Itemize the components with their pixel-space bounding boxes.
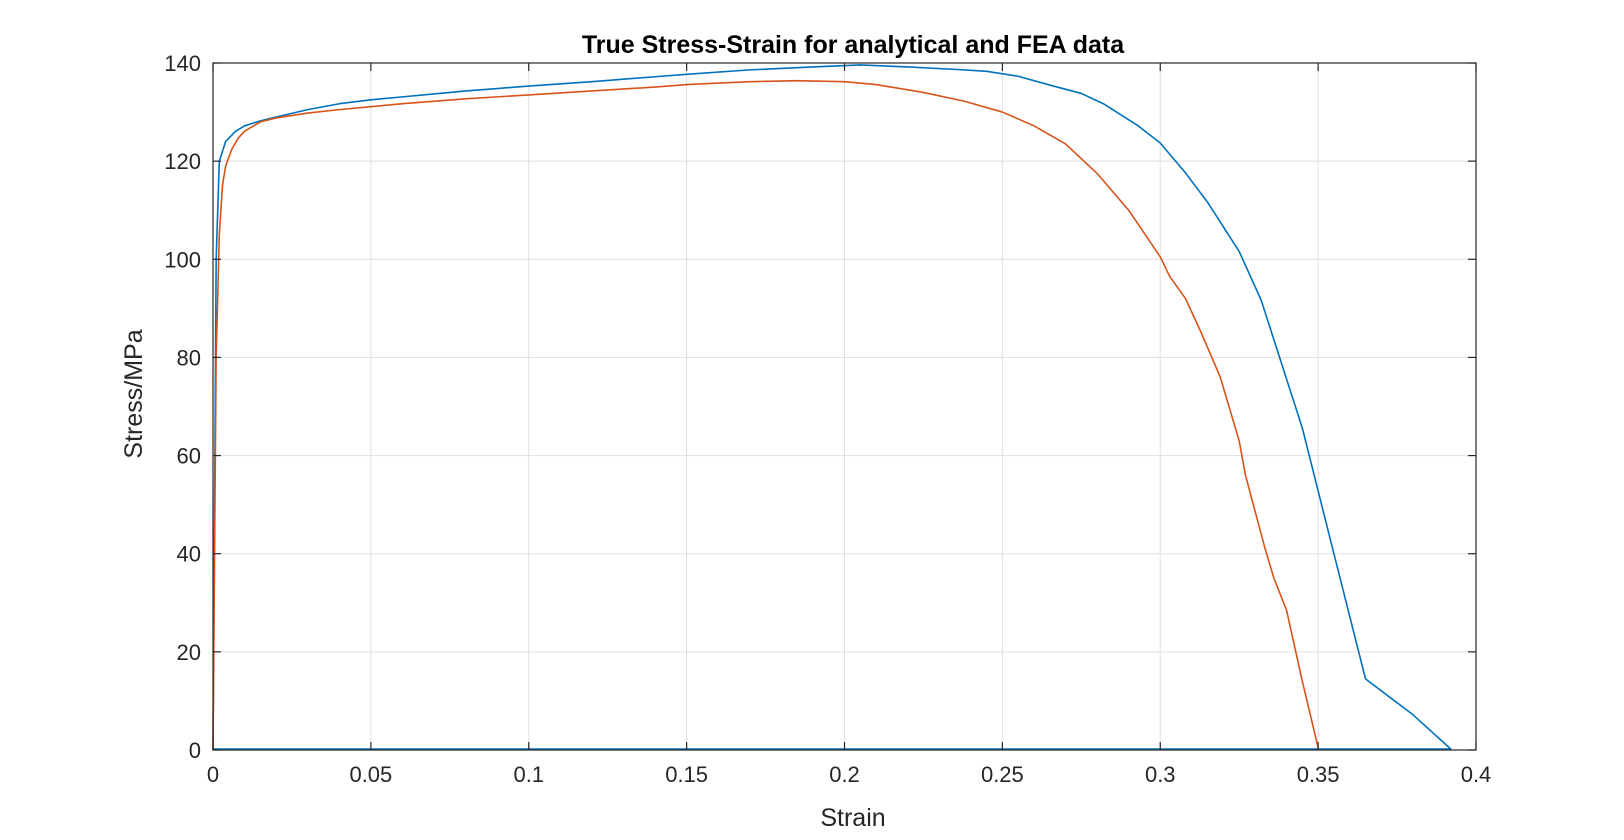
grid [212, 62, 1477, 751]
y-tick-label: 20 [177, 640, 201, 665]
x-tick-label: 0.2 [829, 762, 860, 787]
x-tick-label: 0.4 [1461, 762, 1492, 787]
series-layer [212, 64, 1452, 751]
x-tick-label: 0.3 [1145, 762, 1176, 787]
y-axis-label: Stress/MPa [120, 329, 148, 458]
y-tick-label: 0 [189, 738, 201, 763]
y-tick-label: 60 [177, 444, 201, 469]
y-tick-label: 100 [164, 247, 201, 272]
chart-title: True Stress-Strain for analytical and FE… [582, 31, 1125, 59]
x-tick-label: 0.25 [981, 762, 1024, 787]
x-tick-label: 0.1 [513, 762, 544, 787]
x-tick-label: 0.05 [349, 762, 392, 787]
x-tick-labels: 0 0.05 0.1 0.15 0.2 0.25 0.3 0.35 0.4 [207, 762, 1491, 787]
series-line-1 [212, 64, 1452, 751]
y-tick-label: 120 [164, 149, 201, 174]
x-tick-label: 0.35 [1297, 762, 1340, 787]
y-tick-label: 140 [164, 51, 201, 76]
x-tick-label: 0 [207, 762, 219, 787]
x-tick-label: 0.15 [665, 762, 708, 787]
plot-frame [212, 62, 1477, 751]
y-tick-labels: 0 20 40 60 80 100 120 140 [164, 51, 201, 763]
y-tick-label: 80 [177, 345, 201, 370]
series-line-2 [212, 79, 1319, 751]
y-tick-label: 40 [177, 542, 201, 567]
x-axis-label: Strain [820, 804, 885, 832]
